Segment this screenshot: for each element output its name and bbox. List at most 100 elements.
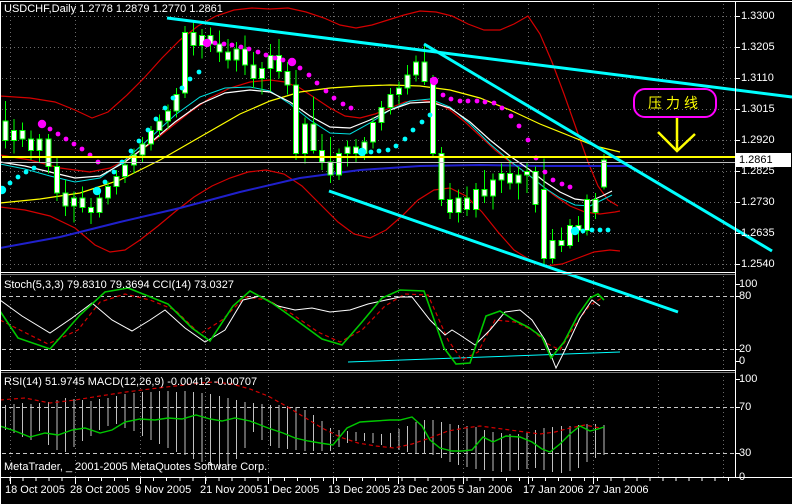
sar-dot: [429, 76, 439, 86]
sar-dot: [221, 41, 227, 47]
sar-dot: [457, 98, 463, 104]
price-axis-label: 1.3300: [741, 10, 775, 22]
candle: [293, 84, 300, 155]
pressure-line-annotation[interactable]: 压力线: [633, 88, 717, 118]
sar-dot: [179, 85, 185, 91]
sar-dot: [297, 65, 303, 71]
candle: [395, 87, 402, 96]
rsi-line: [0, 414, 605, 453]
price-axis-label: 1.2540: [741, 258, 775, 270]
price-axis-label: 1.3015: [741, 103, 775, 115]
sar-dot: [550, 177, 556, 183]
sar-dot: [153, 116, 159, 122]
sar-dot: [79, 146, 85, 152]
candle: [156, 120, 163, 132]
sar-dot: [357, 147, 367, 157]
sar-dot: [196, 69, 202, 75]
candle: [566, 225, 573, 246]
candle: [421, 61, 428, 83]
sar-dot: [306, 72, 312, 78]
date-axis-label: 27 Jan 2006: [588, 484, 649, 496]
candle: [335, 153, 342, 176]
candle: [130, 154, 137, 166]
sar-dot: [63, 136, 69, 142]
candle: [233, 48, 240, 61]
sar-dot: [376, 148, 382, 154]
candle: [241, 48, 248, 66]
sar-dot: [47, 126, 53, 132]
candle: [105, 185, 112, 199]
sar-dot: [145, 127, 151, 133]
copyright-text: MetaTrader, _ 2001-2005 MetaQuotes Softw…: [4, 461, 268, 473]
candle: [447, 198, 454, 214]
sar-dot: [136, 138, 142, 144]
candle: [601, 159, 607, 188]
candle: [438, 153, 445, 200]
candle: [122, 164, 129, 178]
candle: [62, 192, 69, 207]
price-axis-label: 1.2920: [741, 134, 775, 146]
candle: [524, 171, 531, 176]
date-axis-label: 13 Dec 2005: [328, 484, 391, 496]
rsi-scale-label: 0: [739, 471, 746, 483]
date-axis-label: 18 Oct 2005: [5, 484, 65, 496]
sar-dot: [92, 186, 102, 196]
sar-dot: [385, 147, 391, 153]
candle: [139, 143, 146, 156]
candle: [387, 94, 394, 109]
candle: [28, 138, 35, 151]
annotation-arrow-head: [657, 131, 696, 153]
sar-dot: [570, 226, 580, 236]
sar-dot: [238, 44, 244, 50]
sar-dot: [402, 136, 408, 142]
date-axis-label: 28 Oct 2005: [70, 484, 130, 496]
candle: [216, 43, 223, 53]
bollinger-upper-band: [0, 7, 619, 207]
sar-dot: [187, 76, 193, 82]
candle: [96, 197, 103, 214]
rsi-scale-label: 30: [739, 447, 752, 459]
candle: [301, 123, 308, 155]
sar-dot: [605, 227, 611, 233]
candle: [276, 54, 283, 73]
candle: [190, 31, 197, 46]
sar-dot: [162, 105, 168, 111]
trendline-support-channel[interactable]: [328, 189, 679, 314]
candle: [430, 81, 436, 155]
candle: [147, 130, 154, 145]
candle: [558, 239, 565, 246]
candle: [11, 130, 18, 141]
moving-average-cyan: [0, 86, 613, 207]
candle: [113, 176, 120, 187]
date-axis-label: 1 Dec 2005: [263, 484, 320, 496]
candle: [455, 197, 462, 214]
stoch-scale-label: 100: [739, 278, 758, 290]
trendline-resistance-steep[interactable]: [423, 42, 773, 253]
sar-dot: [102, 179, 108, 185]
candle: [464, 197, 471, 210]
price-axis-label: 1.2730: [741, 196, 775, 208]
sar-dot: [23, 169, 29, 175]
trendline-stoch-baseline[interactable]: [347, 351, 621, 363]
stoch-scale-label: 20: [739, 343, 752, 355]
trendline-resistance-upper[interactable]: [166, 16, 792, 99]
candle: [541, 189, 548, 259]
date-axis-label: 21 Nov 2005: [200, 484, 263, 496]
sar-dot: [567, 184, 573, 190]
rsi-macd-indicator-label: RSI(14) 51.9745 MACD(12,26,9) -0.00412 -…: [4, 376, 258, 388]
stoch-signal-line: [0, 293, 603, 361]
candle: [267, 54, 274, 69]
candle: [53, 166, 60, 194]
sar-dot: [368, 149, 374, 155]
sar-dot: [516, 123, 522, 129]
sar-dot: [255, 49, 261, 55]
candle: [506, 172, 513, 184]
sar-dot: [427, 112, 433, 118]
candle: [45, 138, 52, 168]
sar-dot: [287, 57, 297, 67]
candle: [344, 146, 351, 155]
candle: [404, 74, 411, 89]
sar-dot: [323, 88, 329, 94]
sar-dot: [128, 148, 134, 154]
